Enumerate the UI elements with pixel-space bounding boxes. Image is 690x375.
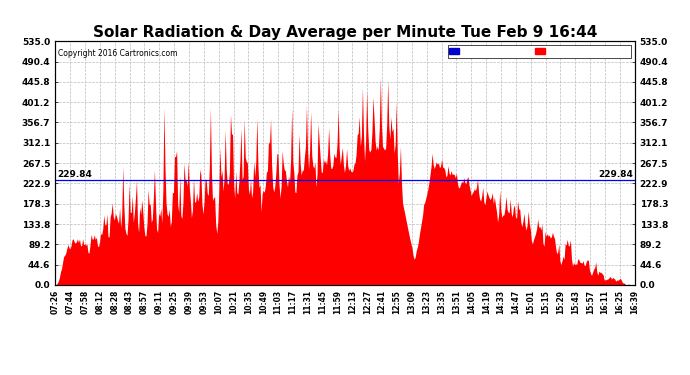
Legend: Median (w/m2), Radiation (w/m2): Median (w/m2), Radiation (w/m2) <box>448 45 631 58</box>
Text: 229.84: 229.84 <box>57 170 92 179</box>
Text: 229.84: 229.84 <box>598 170 633 179</box>
Text: Copyright 2016 Cartronics.com: Copyright 2016 Cartronics.com <box>58 49 177 58</box>
Title: Solar Radiation & Day Average per Minute Tue Feb 9 16:44: Solar Radiation & Day Average per Minute… <box>93 25 597 40</box>
